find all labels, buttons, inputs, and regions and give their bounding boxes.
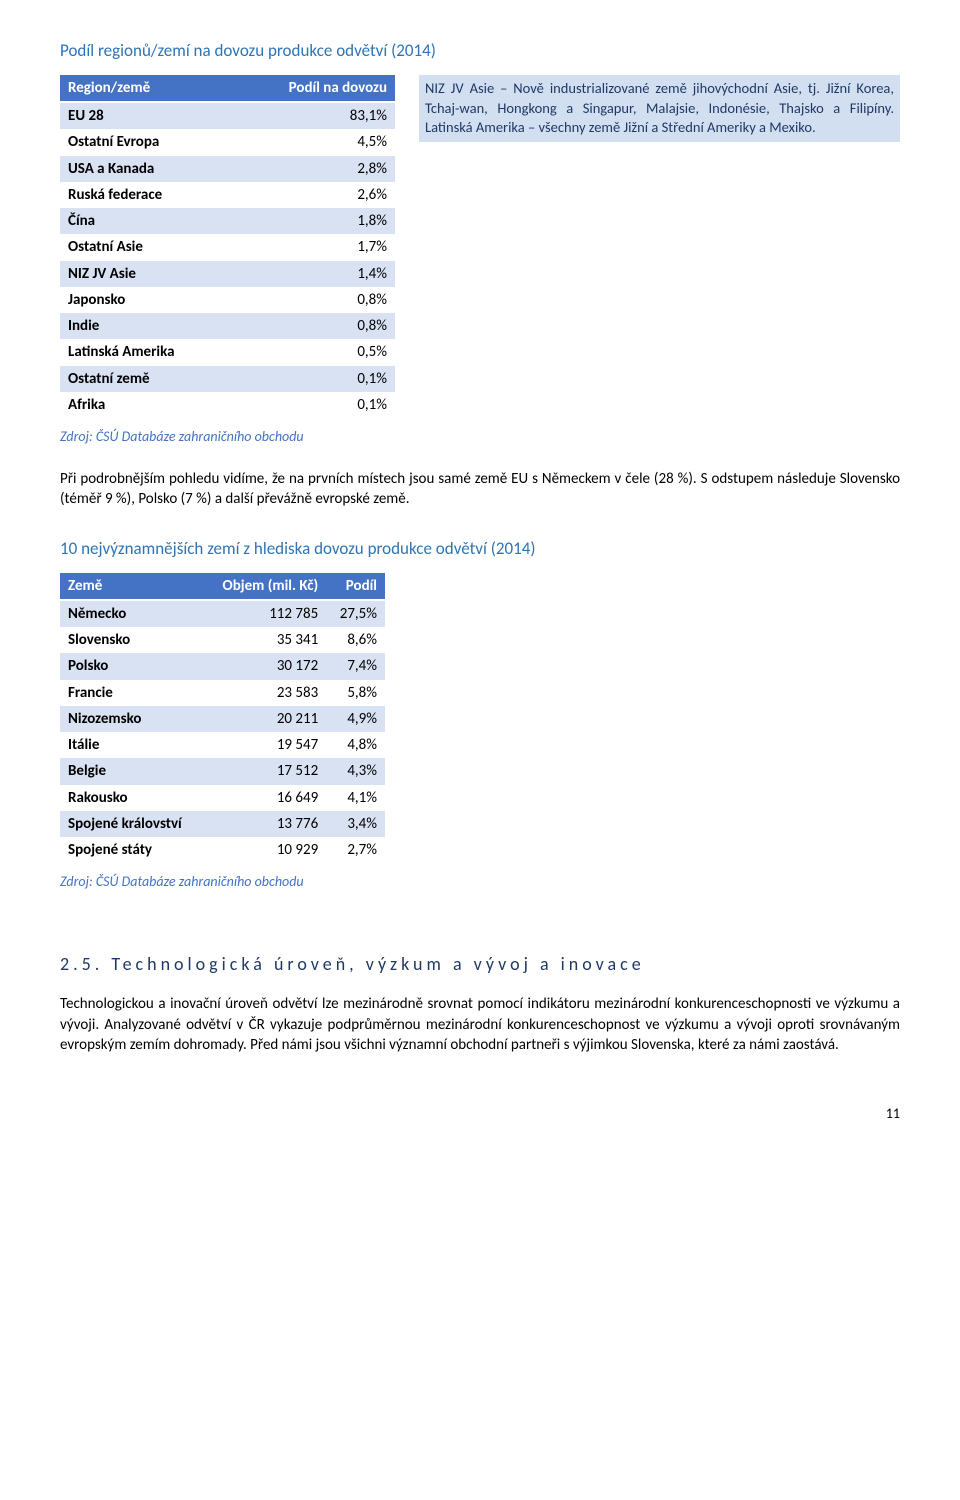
cell-country: Spojené království — [60, 811, 203, 837]
cell-region: Ostatní Evropa — [60, 129, 233, 155]
cell-region: Ruská federace — [60, 182, 233, 208]
table-region-share: Region/země Podíl na dovozu EU 2883,1%Os… — [60, 75, 395, 418]
cell-country: Belgie — [60, 758, 203, 784]
cell-region: Čína — [60, 208, 233, 234]
paragraph-2: Technologickou a inovační úroveň odvětví… — [60, 994, 900, 1055]
paragraph-1: Při podrobnějším pohledu vidíme, že na p… — [60, 469, 900, 510]
table1-header-region: Region/země — [60, 75, 233, 102]
cell-country: Spojené státy — [60, 837, 203, 863]
cell-region: Japonsko — [60, 287, 233, 313]
table-row: Polsko30 1727,4% — [60, 653, 385, 679]
cell-share: 4,3% — [326, 758, 385, 784]
cell-country: Rakousko — [60, 785, 203, 811]
table-row: Ostatní Evropa4,5% — [60, 129, 395, 155]
cell-share: 0,8% — [233, 313, 395, 339]
table2-title: 10 nejvýznamnějších zemí z hlediska dovo… — [60, 538, 900, 561]
table-row: Japonsko0,8% — [60, 287, 395, 313]
table-row: Ostatní země0,1% — [60, 366, 395, 392]
cell-share: 83,1% — [233, 102, 395, 129]
cell-share: 3,4% — [326, 811, 385, 837]
cell-share: 8,6% — [326, 627, 385, 653]
cell-region: EU 28 — [60, 102, 233, 129]
cell-share: 4,9% — [326, 706, 385, 732]
table1-title: Podíl regionů/zemí na dovozu produkce od… — [60, 40, 900, 63]
cell-volume: 112 785 — [203, 600, 326, 627]
cell-share: 2,7% — [326, 837, 385, 863]
cell-share: 0,1% — [233, 392, 395, 418]
cell-share: 27,5% — [326, 600, 385, 627]
cell-volume: 16 649 — [203, 785, 326, 811]
cell-share: 2,6% — [233, 182, 395, 208]
table-row: Itálie19 5474,8% — [60, 732, 385, 758]
table-row: Slovensko35 3418,6% — [60, 627, 385, 653]
cell-country: Nizozemsko — [60, 706, 203, 732]
table-row: NIZ JV Asie1,4% — [60, 261, 395, 287]
cell-share: 4,1% — [326, 785, 385, 811]
table-row: EU 2883,1% — [60, 102, 395, 129]
cell-country: Francie — [60, 680, 203, 706]
cell-share: 0,1% — [233, 366, 395, 392]
source-citation-1: Zdroj: ČSÚ Databáze zahraničního obchodu — [60, 428, 900, 447]
cell-share: 1,4% — [233, 261, 395, 287]
table-row: Latinská Amerika0,5% — [60, 339, 395, 365]
cell-volume: 23 583 — [203, 680, 326, 706]
cell-volume: 20 211 — [203, 706, 326, 732]
cell-share: 7,4% — [326, 653, 385, 679]
cell-volume: 10 929 — [203, 837, 326, 863]
cell-region: Indie — [60, 313, 233, 339]
table-row: Spojené království13 7763,4% — [60, 811, 385, 837]
table-row: USA a Kanada2,8% — [60, 156, 395, 182]
section-heading-2-5: 2.5. Technologická úroveň, výzkum a vývo… — [60, 952, 900, 976]
cell-region: Afrika — [60, 392, 233, 418]
table-row: Ruská federace2,6% — [60, 182, 395, 208]
table-row: Nizozemsko20 2114,9% — [60, 706, 385, 732]
cell-country: Polsko — [60, 653, 203, 679]
table2-header-volume: Objem (mil. Kč) — [203, 573, 326, 600]
cell-volume: 17 512 — [203, 758, 326, 784]
table-row: Indie0,8% — [60, 313, 395, 339]
cell-region: NIZ JV Asie — [60, 261, 233, 287]
cell-share: 0,5% — [233, 339, 395, 365]
cell-region: USA a Kanada — [60, 156, 233, 182]
cell-country: Německo — [60, 600, 203, 627]
cell-volume: 30 172 — [203, 653, 326, 679]
top-row: Region/země Podíl na dovozu EU 2883,1%Os… — [60, 75, 900, 418]
cell-share: 4,5% — [233, 129, 395, 155]
table2-header-country: Země — [60, 573, 203, 600]
cell-share: 4,8% — [326, 732, 385, 758]
table-row: Čína1,8% — [60, 208, 395, 234]
definition-note: NIZ JV Asie – Nově industrializované zem… — [419, 75, 900, 142]
table-row: Spojené státy10 9292,7% — [60, 837, 385, 863]
cell-country: Itálie — [60, 732, 203, 758]
cell-share: 5,8% — [326, 680, 385, 706]
table-row: Německo112 78527,5% — [60, 600, 385, 627]
cell-share: 1,8% — [233, 208, 395, 234]
page-number: 11 — [60, 1105, 900, 1124]
cell-volume: 35 341 — [203, 627, 326, 653]
table-top-countries: Země Objem (mil. Kč) Podíl Německo112 78… — [60, 573, 385, 864]
cell-region: Ostatní země — [60, 366, 233, 392]
table-row: Belgie17 5124,3% — [60, 758, 385, 784]
table1-header-share: Podíl na dovozu — [233, 75, 395, 102]
table-row: Ostatní Asie1,7% — [60, 234, 395, 260]
cell-country: Slovensko — [60, 627, 203, 653]
cell-share: 0,8% — [233, 287, 395, 313]
cell-region: Ostatní Asie — [60, 234, 233, 260]
cell-volume: 19 547 — [203, 732, 326, 758]
table-row: Afrika0,1% — [60, 392, 395, 418]
cell-region: Latinská Amerika — [60, 339, 233, 365]
cell-share: 2,8% — [233, 156, 395, 182]
cell-volume: 13 776 — [203, 811, 326, 837]
table2-header-share: Podíl — [326, 573, 385, 600]
table-row: Francie23 5835,8% — [60, 680, 385, 706]
source-citation-2: Zdroj: ČSÚ Databáze zahraničního obchodu — [60, 873, 900, 892]
table-row: Rakousko16 6494,1% — [60, 785, 385, 811]
cell-share: 1,7% — [233, 234, 395, 260]
